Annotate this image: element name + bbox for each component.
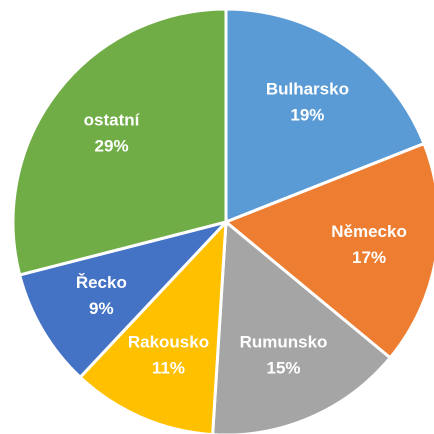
slice-value: 11% bbox=[152, 358, 185, 377]
slice-label: Rakousko bbox=[128, 332, 209, 351]
pie-slice bbox=[224, 7, 426, 225]
slice-label: Bulharsko bbox=[266, 80, 349, 99]
slice-value: 29% bbox=[95, 137, 129, 156]
slice-label: Německo bbox=[331, 222, 407, 241]
slice-value: 19% bbox=[290, 106, 324, 125]
slice-value: 17% bbox=[352, 248, 386, 267]
pie-slice bbox=[211, 218, 393, 434]
pie-slice bbox=[223, 141, 434, 360]
slice-label: Řecko bbox=[76, 273, 127, 292]
slice-value: 15% bbox=[267, 358, 301, 377]
slice-label: Rumunsko bbox=[240, 332, 328, 351]
slice-value: 9% bbox=[89, 299, 114, 318]
slice-label: ostatní bbox=[84, 111, 141, 130]
pie-slice bbox=[17, 219, 231, 380]
pie-slice bbox=[11, 7, 228, 277]
